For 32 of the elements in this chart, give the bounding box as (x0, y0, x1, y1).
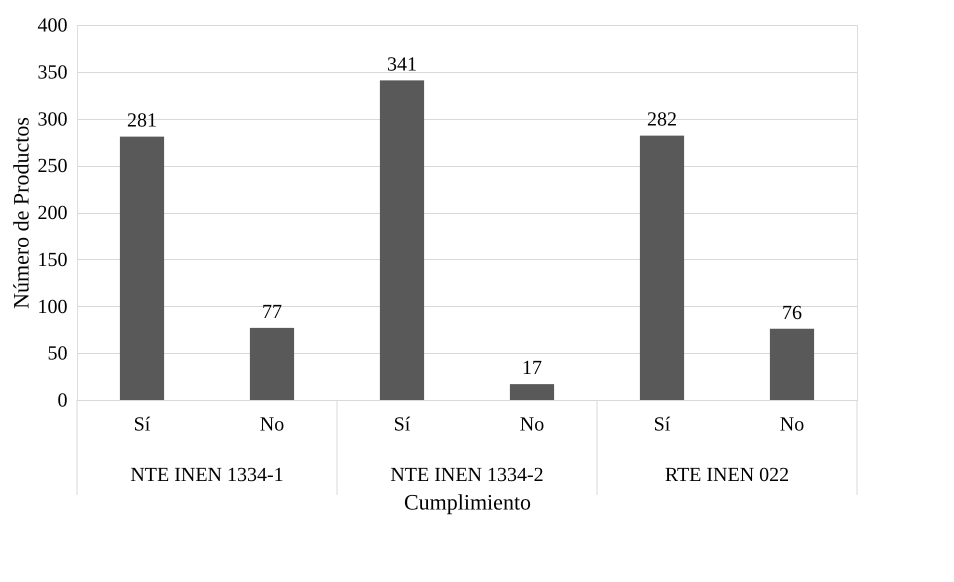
y-tick-label: 400 (38, 14, 68, 36)
x-tick-label: No (260, 414, 284, 436)
data-label: 282 (647, 108, 677, 131)
x-axis-title: Cumplimiento (404, 490, 532, 514)
bar (380, 80, 424, 400)
data-label: 17 (522, 357, 542, 380)
text: RTE INEN 022 (664, 464, 790, 486)
x-tick-label: Sí (394, 414, 411, 436)
text: NTE INEN 1334-1 (130, 464, 284, 486)
bar (510, 384, 554, 400)
x-tick-label: Sí (134, 414, 151, 436)
x-tick-label: No (520, 414, 544, 436)
data-label: 76 (782, 302, 802, 324)
x-tick-label: No (780, 414, 804, 436)
data-label: 341 (387, 53, 417, 76)
bar (770, 328, 814, 400)
y-tick-label: 50 (48, 342, 68, 365)
data-label: 77 (262, 300, 282, 323)
y-tick-label: 350 (38, 61, 68, 84)
bar (120, 136, 164, 400)
text: NTE INEN 1334-2 (390, 464, 544, 486)
y-tick-label: 300 (38, 108, 68, 130)
x-tick-label: Sí (654, 414, 671, 436)
y-tick-label: 100 (38, 296, 68, 318)
y-tick-label: 200 (38, 202, 68, 224)
bar (250, 328, 294, 400)
y-tick-label: 150 (38, 248, 68, 271)
bar (640, 136, 684, 400)
data-label: 281 (127, 110, 157, 132)
y-tick-label: 250 (38, 155, 68, 178)
y-axis-title: Número de Productos (8, 117, 34, 309)
y-tick-label: 0 (58, 390, 68, 412)
